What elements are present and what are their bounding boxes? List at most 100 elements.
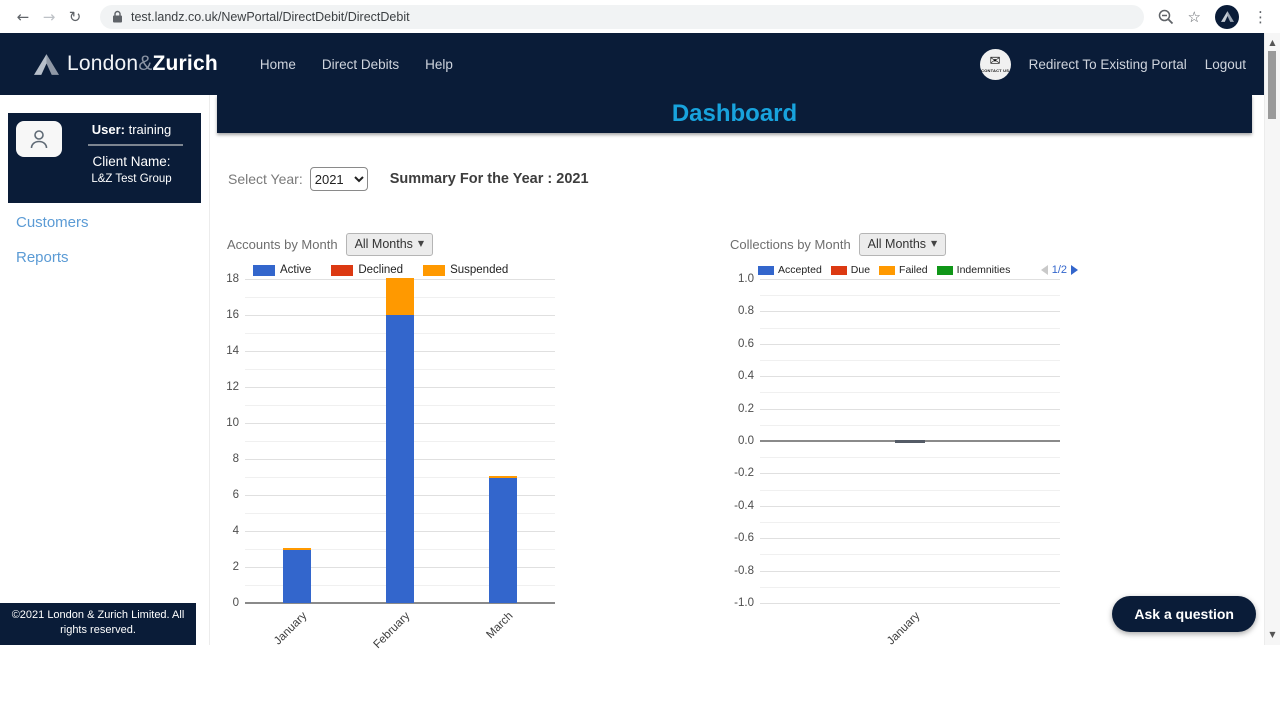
y-axis-label: 4	[233, 525, 239, 537]
top-nav-links: Home Direct Debits Help	[260, 57, 453, 72]
back-icon[interactable]: ←	[10, 8, 36, 26]
grid-line	[760, 457, 1060, 458]
page-title-band: Dashboard	[217, 95, 1252, 133]
nav-link-home[interactable]: Home	[260, 57, 296, 72]
legend-swatch-icon	[331, 265, 353, 276]
legend-label: Due	[851, 264, 870, 276]
y-axis-label: 12	[226, 381, 239, 393]
zoom-out-icon[interactable]	[1158, 9, 1174, 25]
bar-top-sliver	[283, 548, 311, 550]
redirect-existing-portal-link[interactable]: Redirect To Existing Portal	[1029, 57, 1187, 72]
brand-name: London&Zurich	[67, 52, 218, 76]
grid-line	[760, 311, 1060, 312]
nav-link-direct-debits[interactable]: Direct Debits	[322, 57, 399, 72]
year-select[interactable]: 2021	[310, 167, 368, 191]
lz-logo-icon	[1221, 11, 1234, 22]
grid-line	[760, 409, 1060, 410]
copyright-footer: ©2021 London & Zurich Limited. All right…	[0, 603, 196, 645]
y-axis-label: 1.0	[738, 273, 754, 285]
legend-label: Failed	[899, 264, 928, 276]
legend-label: Active	[280, 264, 311, 276]
legend-label: Suspended	[450, 264, 508, 276]
menu-kebab-icon[interactable]: ⋮	[1253, 8, 1268, 26]
forward-icon[interactable]: →	[36, 8, 62, 26]
y-axis-label: -0.6	[734, 532, 754, 544]
caret-down-icon: ▼	[418, 239, 424, 248]
grid-line	[760, 522, 1060, 523]
x-axis-label: February	[347, 610, 412, 675]
scroll-down-icon[interactable]: ▼	[1265, 627, 1280, 643]
legend-item: Active	[253, 264, 311, 276]
y-axis-label: 0.2	[738, 403, 754, 415]
reload-icon[interactable]: ↻	[62, 8, 88, 26]
contact-us-icon[interactable]: ✉ CONTACT US	[980, 49, 1011, 80]
bar-top-sliver	[386, 278, 414, 280]
grid-line	[760, 554, 1060, 555]
legend-swatch-icon	[423, 265, 445, 276]
legend-page-indicator: 1/2	[1052, 264, 1067, 276]
y-axis-label: -0.4	[734, 500, 754, 512]
accounts-months-filter-button[interactable]: All Months ▼	[346, 233, 434, 256]
legend-swatch-icon	[831, 266, 847, 275]
grid-line	[760, 490, 1060, 491]
page-scrollbar: ▲ ▼	[1264, 33, 1280, 645]
user-name: User: training	[66, 122, 197, 137]
x-axis-label: March	[451, 610, 516, 675]
logout-link[interactable]: Logout	[1205, 57, 1246, 72]
y-axis-label: 14	[226, 345, 239, 357]
scroll-up-icon[interactable]: ▲	[1265, 35, 1280, 51]
bar-segment	[386, 279, 414, 315]
collections-chart-panel: Collections by Month All Months ▼ Accept…	[730, 231, 1080, 603]
y-axis-label: 0.4	[738, 370, 754, 382]
grid-line	[760, 328, 1060, 329]
legend-item: Failed	[879, 264, 928, 276]
sidebar-item-reports[interactable]: Reports	[16, 249, 69, 266]
grid-line	[760, 279, 1060, 280]
address-bar[interactable]: test.landz.co.uk/NewPortal/DirectDebit/D…	[100, 5, 1144, 29]
legend-item: Declined	[331, 264, 403, 276]
legend-item: Accepted	[758, 264, 822, 276]
legend-item: Suspended	[423, 264, 508, 276]
grid-line	[760, 473, 1060, 474]
brand-logo[interactable]: London&Zurich	[34, 52, 218, 76]
scrollbar-thumb[interactable]	[1268, 51, 1276, 119]
sidebar: User: training Client Name: L&Z Test Gro…	[0, 95, 210, 645]
legend-swatch-icon	[937, 266, 953, 275]
bar-segment	[283, 549, 311, 603]
url-text: test.landz.co.uk/NewPortal/DirectDebit/D…	[131, 10, 410, 24]
bar-segment	[386, 315, 414, 603]
grid-line	[760, 587, 1060, 588]
top-navbar: London&Zurich Home Direct Debits Help ✉ …	[0, 33, 1280, 95]
legend-swatch-icon	[253, 265, 275, 276]
legend-prev-icon[interactable]	[1041, 265, 1048, 275]
y-axis-label: -0.8	[734, 565, 754, 577]
grid-line	[760, 376, 1060, 377]
y-axis-label: 16	[226, 309, 239, 321]
legend-label: Declined	[358, 264, 403, 276]
x-axis-label: January	[857, 610, 922, 675]
sidebar-item-customers[interactable]: Customers	[16, 214, 89, 231]
bookmark-star-icon[interactable]: ☆	[1188, 8, 1201, 26]
y-axis-label: 0.0	[738, 435, 754, 447]
grid-line	[760, 425, 1060, 426]
y-axis-label: 0	[233, 597, 239, 609]
y-axis-label: 0.8	[738, 305, 754, 317]
legend-item: Indemnities	[937, 264, 1011, 276]
collections-months-filter-button[interactable]: All Months ▼	[859, 233, 947, 256]
y-axis-label: -0.2	[734, 467, 754, 479]
zero-value-bar	[895, 440, 925, 443]
ask-question-button[interactable]: Ask a question	[1112, 596, 1256, 632]
nav-link-help[interactable]: Help	[425, 57, 453, 72]
client-name-value: L&Z Test Group	[66, 173, 197, 185]
grid-line	[760, 392, 1060, 393]
browser-toolbar: ← → ↻ test.landz.co.uk/NewPortal/DirectD…	[0, 0, 1280, 33]
lock-icon	[112, 10, 123, 23]
profile-avatar[interactable]	[1215, 5, 1239, 29]
collections-chart-title: Collections by Month	[730, 237, 851, 252]
collections-chart-legend: Accepted Due Failed Indemnities 1/2	[758, 263, 1080, 277]
legend-swatch-icon	[879, 266, 895, 275]
legend-next-icon[interactable]	[1071, 265, 1078, 275]
